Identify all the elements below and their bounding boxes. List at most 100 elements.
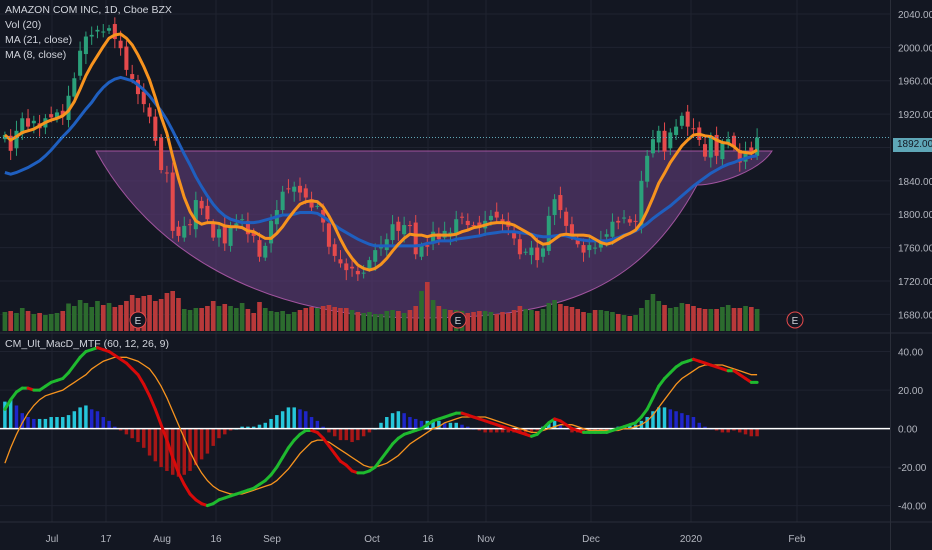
volume-bar bbox=[280, 311, 285, 331]
histogram-bar bbox=[604, 428, 609, 431]
volume-bar bbox=[315, 308, 320, 331]
earnings-marker bbox=[786, 311, 804, 329]
macd-segment bbox=[176, 471, 186, 486]
candle-body bbox=[83, 36, 88, 55]
histogram-bar bbox=[413, 418, 418, 429]
candle-body bbox=[465, 220, 470, 226]
volume-bar bbox=[696, 308, 702, 331]
candle-body bbox=[326, 223, 331, 247]
macd-segment bbox=[3, 398, 13, 411]
candle-body bbox=[494, 211, 499, 218]
volume-bar bbox=[199, 308, 204, 331]
histogram-bar bbox=[49, 417, 53, 429]
macd-title[interactable]: CM_Ult_MacD_MTF (60, 12, 26, 9) bbox=[5, 338, 169, 350]
macd-segment bbox=[67, 363, 76, 375]
histogram-bar bbox=[176, 428, 181, 477]
candle-body bbox=[199, 200, 204, 209]
histogram-bar bbox=[743, 428, 748, 435]
volume-bars bbox=[2, 282, 760, 331]
volume-bar bbox=[627, 316, 633, 331]
candle-body bbox=[610, 221, 615, 237]
price-tick-label: 2040.00 bbox=[898, 10, 932, 21]
candle-body bbox=[54, 112, 59, 120]
candle-body bbox=[2, 134, 7, 140]
ma8-legend[interactable]: MA (8, close) bbox=[5, 49, 67, 61]
histogram-bar bbox=[466, 426, 470, 429]
volume-bar bbox=[714, 309, 719, 331]
candle-body bbox=[182, 225, 187, 238]
volume-bar bbox=[48, 314, 54, 331]
candle-body bbox=[338, 259, 343, 264]
histogram-bar bbox=[645, 417, 649, 429]
volume-bar bbox=[326, 305, 332, 331]
volume-legend[interactable]: Vol (20) bbox=[5, 19, 42, 31]
candle-body bbox=[737, 149, 742, 163]
volume-bar bbox=[644, 300, 650, 331]
candle-body bbox=[303, 188, 308, 198]
volume-bar bbox=[737, 308, 743, 331]
candle-body bbox=[31, 120, 36, 124]
candle-body bbox=[558, 195, 563, 211]
histogram-bar bbox=[43, 418, 48, 429]
earnings-marker bbox=[129, 311, 147, 329]
volume-bar bbox=[558, 304, 563, 331]
price-tick-label: 1960.00 bbox=[898, 77, 932, 88]
candle-body bbox=[529, 247, 534, 256]
candle-body bbox=[153, 116, 158, 141]
volume-bar bbox=[430, 300, 436, 331]
histogram-bar bbox=[72, 411, 77, 429]
candle-body bbox=[344, 263, 349, 271]
volume-bar bbox=[181, 309, 187, 331]
symbol-title[interactable]: AMAZON COM INC, 1D, Cboe BZX bbox=[5, 4, 172, 16]
price-tick-label: 1760.00 bbox=[898, 244, 932, 255]
last-price-badge: 1892.00 bbox=[893, 138, 932, 152]
volume-bar bbox=[361, 313, 366, 331]
macd-segment bbox=[657, 377, 667, 388]
candle-body bbox=[26, 118, 31, 127]
candle-body bbox=[402, 225, 407, 235]
osc-tick-label: 40.00 bbox=[898, 348, 923, 359]
histogram-bar bbox=[494, 428, 499, 433]
candle-body bbox=[141, 91, 146, 105]
volume-bar bbox=[720, 307, 725, 331]
osc-tick-label: -40.00 bbox=[898, 502, 927, 513]
histogram-bar bbox=[292, 407, 296, 429]
volume-bar bbox=[153, 301, 158, 331]
price-tick-label: 1800.00 bbox=[898, 210, 932, 221]
histogram-bar bbox=[379, 422, 383, 429]
volume-bar bbox=[8, 311, 13, 331]
histogram-bar bbox=[390, 413, 395, 429]
volume-bar bbox=[679, 303, 685, 331]
volume-bar bbox=[482, 311, 488, 331]
volume-bar bbox=[95, 301, 100, 331]
macd-legend: CM_Ult_MacD_MTF (60, 12, 26, 9) bbox=[5, 337, 169, 352]
candle-body bbox=[523, 251, 528, 253]
histogram-bar bbox=[217, 428, 221, 439]
macd-histogram bbox=[0, 399, 890, 477]
ma21-legend[interactable]: MA (21, close) bbox=[5, 34, 73, 46]
histogram-bar bbox=[402, 413, 406, 429]
histogram-bar bbox=[344, 428, 349, 441]
time-tick-label: 16 bbox=[210, 534, 222, 545]
candle-body bbox=[315, 205, 320, 207]
candle-body bbox=[240, 219, 245, 221]
volume-bar bbox=[494, 314, 500, 331]
candle-body bbox=[419, 245, 424, 257]
time-tick-label: Aug bbox=[153, 534, 171, 545]
volume-bar bbox=[396, 311, 401, 331]
price-legend: AMAZON COM INC, 1D, Cboe BZX Vol (20) MA… bbox=[5, 3, 172, 63]
volume-bar bbox=[534, 311, 540, 331]
volume-bar bbox=[60, 311, 66, 331]
volume-bar bbox=[419, 291, 424, 331]
macd-segment bbox=[281, 446, 290, 459]
candle-body bbox=[593, 247, 598, 249]
volume-bar bbox=[77, 300, 83, 331]
candle-body bbox=[674, 126, 679, 135]
candle-body bbox=[621, 217, 627, 219]
volume-bar bbox=[743, 306, 748, 331]
volume-bar bbox=[436, 306, 442, 331]
candle-body bbox=[367, 260, 372, 269]
candle-body bbox=[552, 199, 557, 216]
candle-body bbox=[124, 46, 129, 70]
histogram-bar bbox=[124, 428, 129, 435]
